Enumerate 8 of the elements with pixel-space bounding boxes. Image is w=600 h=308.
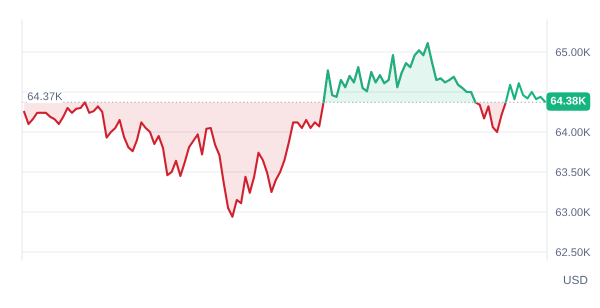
ref-line-label: 64.37K [28,92,62,100]
y-tick-label: 64.00K [556,128,590,136]
data-label: 64.38K [550,96,586,105]
y-tick-label: 62.50K [556,248,590,256]
text: USD [564,276,588,284]
y-tick-label: 63.50K [556,168,590,176]
y-tick-label: 65.00K [556,48,590,56]
y-tick-label: 63.00K [556,208,590,216]
